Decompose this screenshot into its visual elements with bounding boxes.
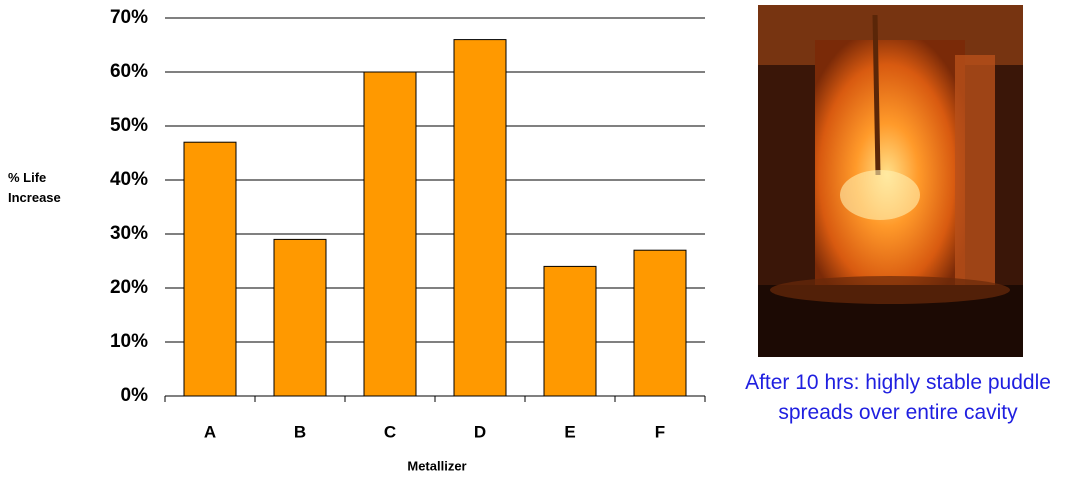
x-axis-label: Metallizer [407,458,466,473]
y-tick-label: 60% [110,61,148,82]
x-tick-label: E [564,422,575,441]
bar [454,40,506,396]
x-tick-label: C [384,422,396,441]
photo [758,5,1023,357]
y-tick-label: 30% [110,223,148,244]
x-tick-label: D [474,422,486,441]
page: Metallizer 0% 10% 20% 30% 40% 50% 60% 70% A B C D E F… [0,0,1073,480]
y-tick-label: 0% [121,385,149,406]
x-tick-label: A [204,422,216,441]
bar [634,250,686,396]
x-tick-label: F [655,422,665,441]
y-axis-label: % Life Increase [8,168,83,208]
y-tick-label: 10% [110,331,148,352]
bar [544,266,596,396]
y-tick-label: 50% [110,115,148,136]
y-tick-label: 20% [110,277,148,298]
bar [184,142,236,396]
photo-caption: After 10 hrs: highly stable puddle sprea… [728,368,1068,428]
y-tick-label: 40% [110,169,148,190]
bar [274,239,326,396]
x-tick-label: B [294,422,306,441]
bar [364,72,416,396]
y-tick-label: 70% [110,7,148,28]
